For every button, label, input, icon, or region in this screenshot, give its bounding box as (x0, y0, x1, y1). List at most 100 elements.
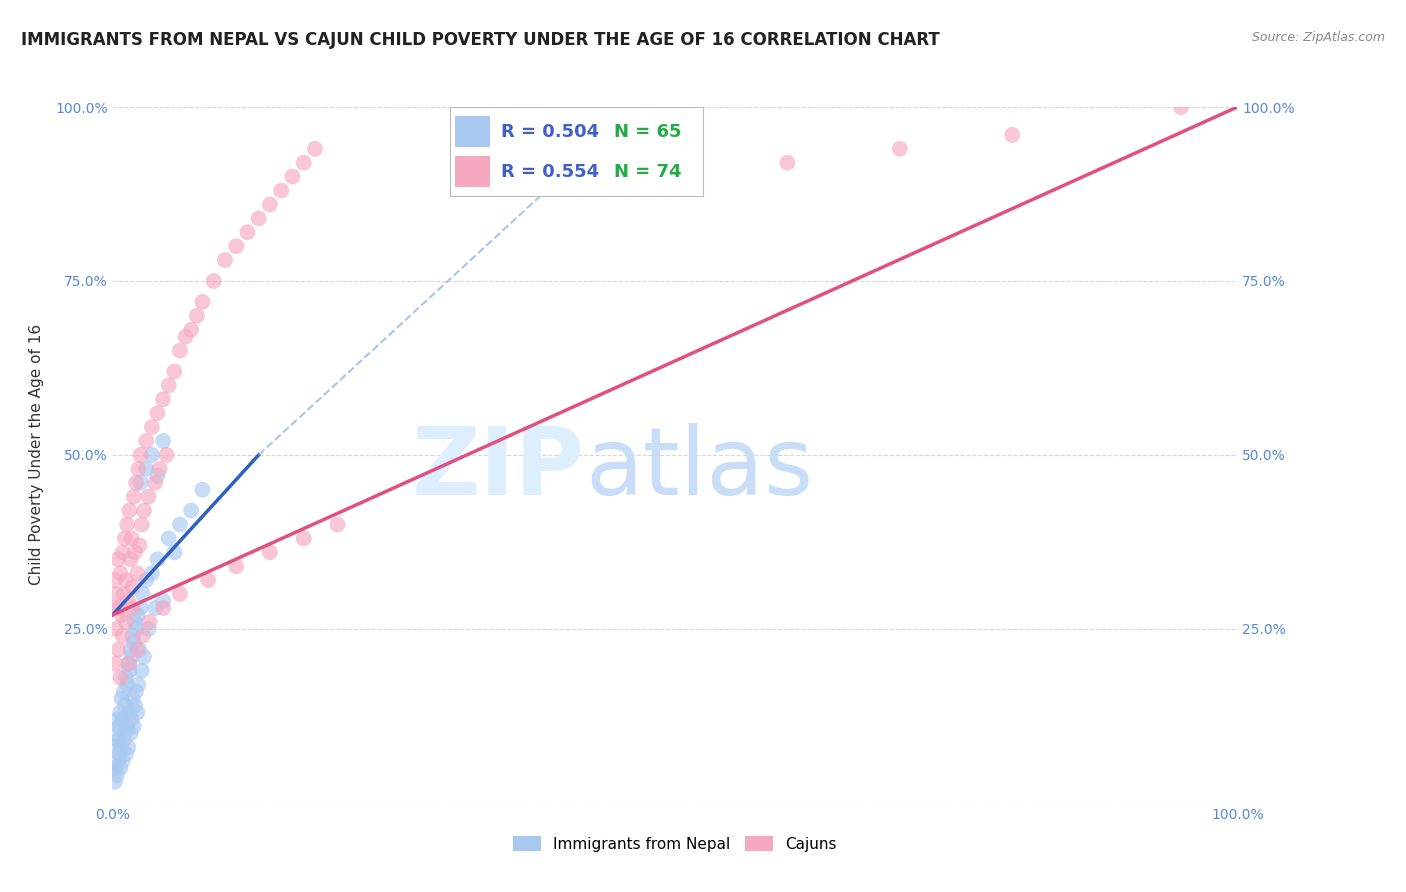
Point (127, 607, 149, 622)
Point (118, 706, 141, 720)
Point (121, 629, 143, 643)
Point (121, 580, 143, 594)
Point (129, 475, 152, 490)
Point (107, 733, 129, 747)
Point (105, 712, 128, 726)
Point (191, 483, 214, 497)
Text: R = 0.504: R = 0.504 (501, 122, 599, 141)
Point (110, 671, 132, 685)
Point (146, 406, 169, 420)
Point (115, 573, 138, 587)
Point (104, 657, 127, 671)
Point (129, 601, 152, 615)
Point (152, 594, 174, 608)
Point (135, 434, 157, 448)
Point (141, 420, 163, 434)
Point (118, 503, 141, 517)
Point (180, 503, 202, 517)
Point (129, 448, 152, 462)
Point (174, 329, 197, 343)
Point (103, 761, 125, 775)
Point (121, 691, 143, 706)
Text: Source: ZipAtlas.com: Source: ZipAtlas.com (1251, 31, 1385, 45)
Point (110, 691, 132, 706)
Point (664, 169, 686, 184)
Point (104, 573, 127, 587)
Bar (456, 116, 491, 147)
Point (117, 594, 139, 608)
Point (132, 503, 155, 517)
Point (225, 559, 247, 574)
Point (103, 601, 125, 615)
Point (202, 274, 225, 288)
Point (120, 552, 142, 566)
Point (149, 462, 172, 476)
Point (107, 754, 129, 768)
Point (169, 587, 191, 601)
Point (152, 392, 174, 407)
Point (115, 615, 138, 629)
Point (115, 517, 138, 532)
Point (259, 545, 281, 559)
Point (115, 677, 138, 691)
Point (122, 490, 145, 504)
Point (135, 573, 157, 587)
Point (214, 253, 236, 268)
Point (157, 378, 180, 392)
Point (104, 775, 127, 789)
Point (191, 294, 214, 309)
Bar (456, 156, 491, 187)
Point (108, 719, 131, 733)
Point (132, 587, 155, 601)
Text: N = 65: N = 65 (614, 122, 682, 141)
Point (125, 475, 148, 490)
Point (132, 649, 155, 664)
Point (152, 434, 174, 448)
Point (127, 642, 149, 657)
Point (157, 532, 180, 546)
Point (121, 601, 143, 615)
Point (121, 532, 143, 546)
Point (121, 712, 143, 726)
Point (110, 566, 132, 581)
Point (110, 740, 132, 755)
Point (131, 664, 153, 678)
Point (889, 142, 911, 156)
Point (127, 566, 149, 581)
Point (120, 726, 142, 740)
Point (197, 573, 219, 587)
Point (146, 468, 169, 483)
Point (117, 740, 139, 755)
Point (118, 657, 141, 671)
Text: N = 74: N = 74 (614, 162, 682, 181)
Point (125, 622, 148, 636)
Point (128, 642, 150, 657)
Text: atlas: atlas (585, 423, 813, 515)
Point (146, 552, 169, 566)
Point (152, 601, 174, 615)
Point (108, 747, 131, 761)
Point (111, 712, 134, 726)
Point (259, 197, 281, 211)
Point (115, 719, 138, 733)
Point (292, 532, 315, 546)
Point (122, 719, 145, 733)
Point (169, 343, 191, 358)
Y-axis label: Child Poverty Under the Age of 16: Child Poverty Under the Age of 16 (30, 325, 44, 585)
Point (141, 566, 163, 581)
Point (121, 649, 143, 664)
Point (110, 607, 132, 622)
Text: ZIP: ZIP (412, 423, 585, 515)
Point (304, 142, 326, 156)
Point (143, 475, 166, 490)
Point (105, 587, 128, 601)
Point (169, 517, 191, 532)
Point (1001, 128, 1024, 142)
Point (104, 761, 127, 775)
Point (127, 706, 149, 720)
Point (180, 323, 202, 337)
Point (105, 768, 128, 782)
Point (120, 642, 142, 657)
Text: R = 0.554: R = 0.554 (501, 162, 599, 181)
Point (111, 545, 134, 559)
